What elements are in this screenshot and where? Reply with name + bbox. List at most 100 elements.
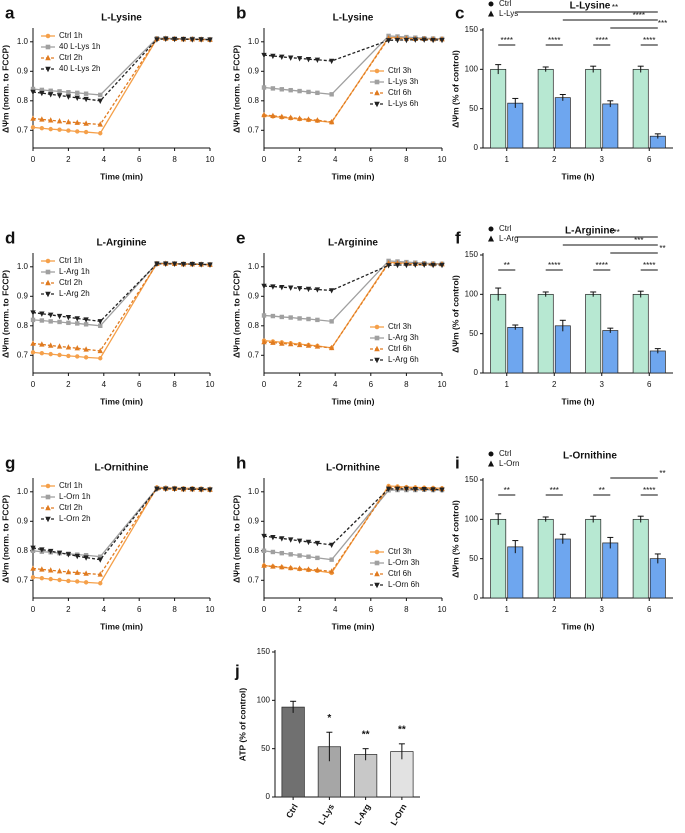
bar xyxy=(632,293,649,374)
marker xyxy=(83,91,89,96)
marker xyxy=(279,536,285,542)
bar xyxy=(602,542,619,599)
bar xyxy=(537,518,554,599)
marker xyxy=(394,37,401,44)
marker xyxy=(288,340,294,347)
chart-title: L-Arginine xyxy=(565,226,615,237)
marker xyxy=(305,286,312,293)
marker xyxy=(48,576,53,582)
x-tick-label: 4 xyxy=(102,605,107,614)
marker xyxy=(488,451,494,457)
x-tick-label: 4 xyxy=(102,155,107,164)
legend-label: L-Orn xyxy=(499,459,519,468)
y-tick-label: 1.0 xyxy=(17,262,29,271)
marker xyxy=(48,567,54,573)
y-tick-label: 0.8 xyxy=(248,546,260,555)
y-tick-label: 100 xyxy=(465,289,479,298)
x-tick-label: 6 xyxy=(647,605,652,614)
x-axis-label: Time (min) xyxy=(332,396,375,406)
legend-label: Ctrl 3h xyxy=(388,322,412,331)
bar xyxy=(354,754,378,798)
marker xyxy=(412,486,418,493)
marker xyxy=(98,356,103,361)
y-axis-label: ΔΨm (norm. to FCCP) xyxy=(231,495,241,583)
x-tick-label: 6 xyxy=(137,155,142,164)
panel-label: h xyxy=(236,453,246,472)
marker xyxy=(97,571,103,577)
marker xyxy=(412,37,418,43)
marker xyxy=(385,38,392,44)
marker xyxy=(305,57,312,63)
chart-title: L-Lysine xyxy=(570,1,611,12)
marker xyxy=(48,312,54,319)
marker xyxy=(385,486,392,493)
marker xyxy=(314,566,321,573)
x-tick-label: 3 xyxy=(600,380,605,389)
bar xyxy=(554,97,571,149)
marker xyxy=(374,79,380,85)
y-tick-label: 50 xyxy=(469,104,478,113)
marker xyxy=(394,486,401,493)
marker xyxy=(45,258,51,264)
marker xyxy=(163,486,169,493)
bar xyxy=(537,68,554,149)
marker xyxy=(163,36,169,43)
y-tick-label: 100 xyxy=(465,514,479,523)
marker xyxy=(296,56,303,62)
marker xyxy=(288,315,293,320)
marker xyxy=(189,486,195,493)
bar xyxy=(554,538,571,599)
marker xyxy=(48,342,54,348)
marker xyxy=(56,550,63,557)
marker xyxy=(279,550,285,556)
line xyxy=(32,262,211,352)
legend-label: Ctrl 2h xyxy=(59,278,83,287)
marker xyxy=(56,343,63,349)
x-axis-label: Time (h) xyxy=(562,171,595,181)
x-tick-label: 8 xyxy=(172,380,177,389)
y-tick-label: 0.9 xyxy=(17,291,29,300)
marker xyxy=(421,486,427,493)
marker xyxy=(65,315,72,321)
marker xyxy=(154,486,160,493)
x-tick-label: 4 xyxy=(102,380,107,389)
marker xyxy=(296,565,303,571)
marker xyxy=(279,284,285,291)
significance-label: ** xyxy=(612,3,618,12)
marker xyxy=(74,119,80,125)
y-tick-label: 50 xyxy=(261,744,270,753)
y-axis-label: ATP (% of control) xyxy=(237,688,247,762)
marker xyxy=(374,345,380,352)
y-tick-label: 0.8 xyxy=(248,96,260,105)
marker xyxy=(39,116,45,122)
x-tick-label: 10 xyxy=(206,380,215,389)
chart-title: L-Ornithine xyxy=(563,451,617,462)
marker xyxy=(270,549,276,555)
marker xyxy=(374,357,380,364)
legend-label: L-Orn 3h xyxy=(388,558,420,567)
marker xyxy=(48,548,54,555)
marker xyxy=(66,128,71,133)
panel-label: b xyxy=(236,3,246,22)
chart-title: L-Arginine xyxy=(97,238,147,249)
marker xyxy=(198,487,204,493)
marker xyxy=(171,486,178,493)
x-tick-label: L-Lys xyxy=(316,802,336,827)
marker xyxy=(30,340,36,346)
panel-label: f xyxy=(455,228,461,247)
x-tick-label: 0 xyxy=(262,380,267,389)
legend-label: Ctrl 6h xyxy=(388,344,412,353)
y-tick-label: 0.9 xyxy=(248,291,260,300)
y-tick-label: 0.8 xyxy=(17,96,29,105)
x-tick-label: 2 xyxy=(66,380,71,389)
y-tick-label: 1.0 xyxy=(248,262,260,271)
marker xyxy=(288,55,294,61)
y-tick-label: 0.8 xyxy=(248,321,260,330)
marker xyxy=(487,235,495,242)
marker xyxy=(488,226,494,232)
panel-label: a xyxy=(5,3,15,22)
y-tick-label: 150 xyxy=(465,250,479,259)
marker xyxy=(189,37,195,43)
marker xyxy=(261,283,267,290)
marker xyxy=(487,460,495,467)
